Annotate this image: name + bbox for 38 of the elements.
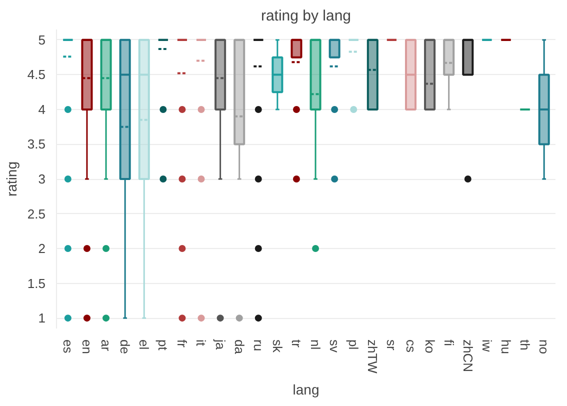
x-tick-label: ru bbox=[250, 340, 266, 352]
x-tick-label: hu bbox=[498, 340, 514, 354]
y-tick-label: 2 bbox=[38, 241, 46, 256]
x-tick-label: sv bbox=[327, 340, 342, 353]
x-tick-label: en bbox=[79, 340, 94, 354]
x-tick-label: nl bbox=[308, 340, 324, 350]
x-tick-label: zhCN bbox=[460, 340, 476, 372]
x-tick-label: fr bbox=[174, 340, 190, 348]
x-tick-label: pt bbox=[156, 340, 171, 351]
x-tick-label: pl bbox=[346, 340, 362, 350]
x-tick-label: it bbox=[194, 340, 209, 346]
y-tick-label: 1.5 bbox=[27, 276, 46, 291]
x-tick-label: de bbox=[118, 340, 133, 354]
y-tick-label: 1 bbox=[38, 310, 46, 326]
chart-title: rating by lang bbox=[260, 8, 352, 24]
y-tick-label: 3.5 bbox=[27, 136, 46, 152]
x-tick-label: no bbox=[536, 340, 552, 354]
x-tick-label: tr bbox=[288, 340, 304, 348]
x-tick-label: ar bbox=[98, 340, 114, 352]
x-tick-label: es bbox=[60, 340, 76, 354]
y-tick-label: 4.5 bbox=[27, 67, 46, 82]
x-tick-label: fi bbox=[441, 340, 456, 346]
x-axis-title: lang bbox=[292, 381, 320, 398]
x-tick-label: da bbox=[232, 340, 247, 355]
x-tick-label: ja bbox=[212, 338, 228, 350]
x-tick-label: sr bbox=[384, 340, 400, 351]
x-tick-label: th bbox=[518, 340, 533, 350]
x-tick-label: cs bbox=[403, 340, 418, 353]
x-tick-label: zhTW bbox=[365, 340, 380, 374]
x-tick-label: iw bbox=[479, 340, 494, 352]
x-tick-label: ko bbox=[422, 340, 438, 354]
y-axis-title: rating bbox=[3, 161, 20, 197]
y-tick-label: 4 bbox=[38, 102, 46, 117]
y-tick-label: 3 bbox=[38, 172, 46, 186]
x-tick-label: sk bbox=[270, 340, 285, 353]
x-tick-label: el bbox=[136, 340, 152, 350]
y-tick-label: 5 bbox=[38, 32, 46, 48]
y-tick-label: 2.5 bbox=[27, 206, 46, 222]
